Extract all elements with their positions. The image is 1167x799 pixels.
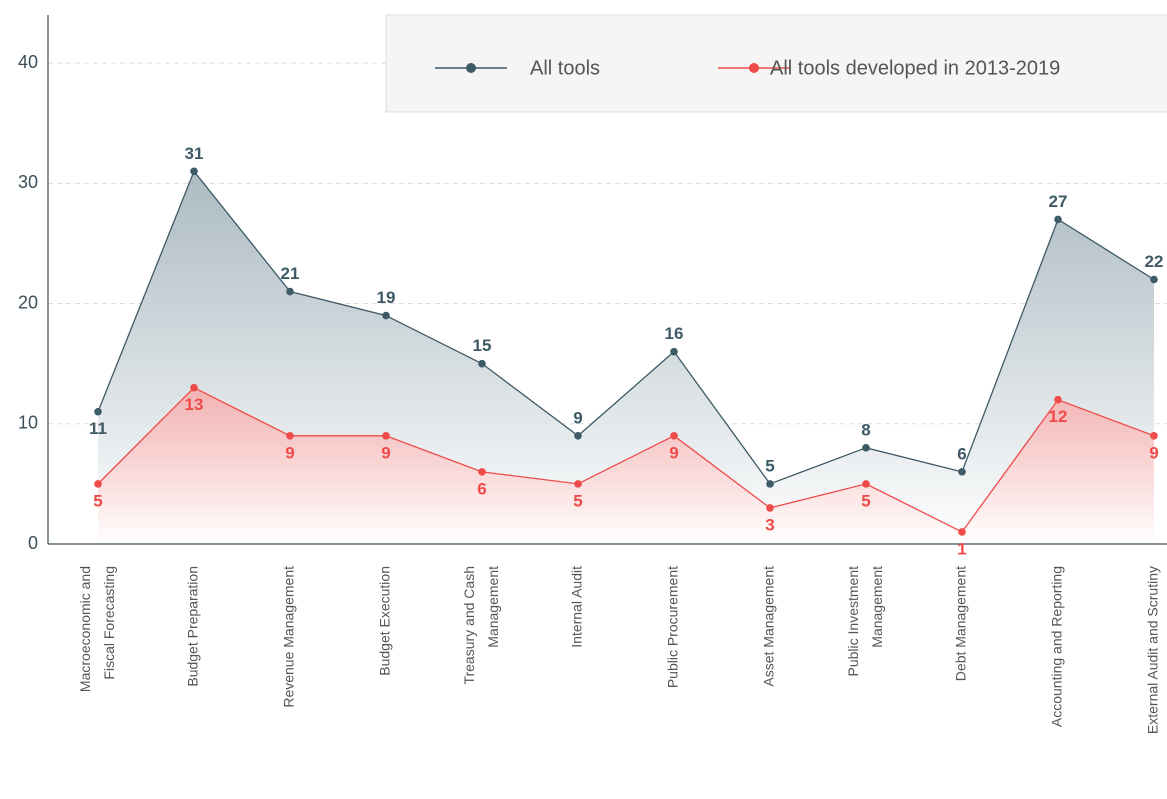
line xyxy=(97,386,1155,533)
data-label: 6 xyxy=(477,479,486,498)
data-label: 5 xyxy=(573,491,582,510)
data-label: 9 xyxy=(381,443,390,462)
data-label: 13 xyxy=(185,395,204,414)
x-tick-label: External Audit and Scrutiny xyxy=(1145,566,1161,734)
x-tick-label: Asset Management xyxy=(761,566,777,687)
data-label: 15 xyxy=(473,336,492,355)
point xyxy=(382,431,390,440)
x-tick-label: Budget Execution xyxy=(377,566,393,676)
data-label: 5 xyxy=(861,491,870,510)
legend-box xyxy=(385,14,1167,113)
data-label: 19 xyxy=(377,288,396,307)
data-label: 12 xyxy=(1049,407,1068,426)
point xyxy=(958,468,966,476)
point xyxy=(574,480,582,488)
data-label: 9 xyxy=(573,408,582,427)
x-tick-label: Budget Preparation xyxy=(185,566,201,687)
data-label: 9 xyxy=(285,443,294,462)
data-label: 11 xyxy=(89,419,107,438)
point xyxy=(862,480,870,488)
data-label: 27 xyxy=(1049,192,1068,211)
data-label: 1 xyxy=(957,539,966,558)
y-tick-label: 40 xyxy=(18,52,38,72)
x-tick-label: Accounting and Reporting xyxy=(1049,566,1065,727)
data-label: 8 xyxy=(861,420,870,439)
point xyxy=(94,407,102,416)
point xyxy=(286,431,294,440)
point xyxy=(190,383,198,392)
x-tick-label: Internal Audit xyxy=(569,566,585,648)
legend-marker xyxy=(749,63,759,73)
legend-label: All tools xyxy=(530,57,600,79)
point xyxy=(1054,215,1062,224)
point xyxy=(286,287,294,296)
data-label: 3 xyxy=(765,515,774,534)
point xyxy=(94,480,102,488)
data-label: 22 xyxy=(1145,252,1164,271)
data-label: 31 xyxy=(185,144,204,163)
point xyxy=(190,167,198,176)
point xyxy=(1054,395,1062,404)
data-label: 5 xyxy=(765,456,774,475)
point xyxy=(1150,275,1158,284)
point xyxy=(670,347,678,356)
x-tick-label: Public Investment Management xyxy=(845,566,885,677)
point xyxy=(766,480,774,488)
x-tick-label: Debt Management xyxy=(953,566,969,681)
point xyxy=(478,468,486,476)
point xyxy=(862,444,870,452)
legend-marker xyxy=(466,63,476,73)
point xyxy=(670,431,678,440)
x-tick-label: Macroeconomic and Fiscal Forecasting xyxy=(77,566,117,692)
point xyxy=(382,311,390,320)
legend-label: All tools developed in 2013-2019 xyxy=(770,57,1060,79)
data-label: 21 xyxy=(281,264,300,283)
data-label: 5 xyxy=(93,491,102,510)
y-tick-label: 30 xyxy=(18,172,38,192)
y-tick-label: 20 xyxy=(18,292,38,312)
point xyxy=(1150,431,1158,440)
data-label: 9 xyxy=(1149,443,1158,462)
point xyxy=(958,528,966,536)
point xyxy=(478,359,486,368)
x-tick-label: Revenue Management xyxy=(281,566,297,708)
x-tick-label: Treasury and Cash Management xyxy=(461,566,501,685)
x-tick-label: Public Procurement xyxy=(665,566,681,688)
point xyxy=(766,504,774,512)
y-tick-label: 0 xyxy=(28,533,38,553)
y-tick-label: 10 xyxy=(18,413,38,433)
data-label: 6 xyxy=(957,444,966,463)
area xyxy=(98,387,1154,544)
point xyxy=(574,431,582,440)
line xyxy=(97,170,1155,485)
data-label: 9 xyxy=(669,443,678,462)
data-label: 16 xyxy=(665,324,684,343)
